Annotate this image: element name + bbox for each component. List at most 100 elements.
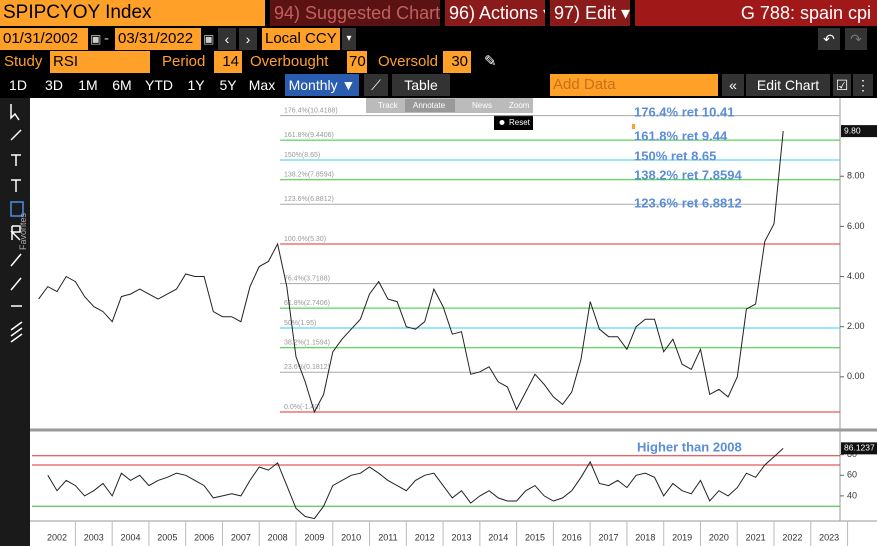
range-button[interactable]: 1M <box>74 74 102 96</box>
more-icon[interactable]: ⋮ <box>853 74 873 96</box>
chart-tools: Track Annotate News Zoom Reset <box>366 98 533 130</box>
y-tick-label: 6.00 <box>847 221 865 231</box>
calendar-icon[interactable]: ▣ <box>90 32 102 46</box>
x-tick-label: 2016 <box>562 532 582 542</box>
range-button[interactable]: 1Y <box>183 74 209 96</box>
series-line <box>47 448 784 520</box>
fib-label: 161.8%(9.4406) <box>284 132 334 139</box>
channel-tool[interactable] <box>10 321 23 343</box>
fib-label: 100.0%(5.30) <box>284 236 326 243</box>
line-tool[interactable] <box>10 129 22 141</box>
last-value-label: 86.1237 <box>844 443 875 453</box>
x-tick-label: 2010 <box>341 532 361 542</box>
dropdown[interactable]: ▾ <box>342 28 356 50</box>
range-button[interactable]: YTD <box>142 74 176 96</box>
annotation: 123.6% ret 6.8812 <box>634 195 742 210</box>
annotate-button[interactable]: Annotate <box>413 101 446 110</box>
fib-label: 38.2%(1.1594) <box>284 340 330 347</box>
range-button[interactable]: 3D <box>40 74 68 96</box>
date-separator: - <box>104 30 109 47</box>
fib-label: 23.6%(0.1812) <box>284 364 330 371</box>
fib-label: 150%(8.65) <box>284 152 320 159</box>
y-tick-label: 40 <box>847 490 857 500</box>
tool-icons <box>10 104 24 343</box>
annotation: Higher than 2008 <box>637 439 742 454</box>
trend-tool[interactable] <box>10 253 22 267</box>
fib-label: 61.8%(2.7406) <box>284 300 330 307</box>
start-date[interactable]: 01/31/2002 <box>0 28 88 50</box>
ticker[interactable]: SPIPCYOY Index <box>0 0 265 26</box>
fib-tool[interactable] <box>11 154 21 166</box>
y-tick-label: 0.00 <box>847 371 865 381</box>
oversold[interactable]: 30 <box>443 51 471 73</box>
study[interactable]: RSI <box>50 51 150 73</box>
edit-menu[interactable]: 97) Edit ▾ <box>550 0 630 26</box>
retracement-tool[interactable] <box>10 225 21 241</box>
x-tick-label: 2006 <box>194 532 214 542</box>
x-tick-label: 2020 <box>709 532 729 542</box>
x-tick-label: 2019 <box>672 532 692 542</box>
add-data[interactable]: Add Data <box>550 74 718 96</box>
fib-label: 76.4%(3.7188) <box>284 275 330 282</box>
pen-icon[interactable]: ✎ <box>484 53 497 70</box>
period-label: Period <box>162 53 206 70</box>
period[interactable]: 14 <box>214 51 242 73</box>
x-tick-label: 2018 <box>635 532 655 542</box>
track-button[interactable]: Track <box>378 101 399 110</box>
x-tick-label: 2011 <box>378 532 397 542</box>
redo-button[interactable]: ↷ <box>845 28 867 50</box>
undo-button[interactable]: ↶ <box>818 28 840 50</box>
x-tick-label: 2017 <box>599 532 619 542</box>
y-tick-label: 8.00 <box>847 171 865 181</box>
x-tick-label: 2022 <box>782 532 802 542</box>
fib-label: 123.6%(6.8812) <box>284 196 334 203</box>
x-tick-label: 2008 <box>268 532 288 542</box>
pointer-tool[interactable] <box>10 104 20 121</box>
left-toolbar <box>0 98 30 546</box>
study-label: Study <box>4 53 43 70</box>
annotation: 138.2% ret 7.8594 <box>634 167 742 182</box>
oversold-label: Oversold <box>378 53 439 70</box>
x-tick-label: 2014 <box>488 532 508 542</box>
calendar-icon[interactable]: ▣ <box>203 32 215 46</box>
reset-button[interactable]: Reset <box>509 118 531 127</box>
zoom-button[interactable]: Zoom <box>509 101 530 110</box>
ray-tool[interactable] <box>10 277 22 291</box>
x-tick-label: 2002 <box>47 532 67 542</box>
next-button[interactable]: › <box>239 28 257 50</box>
settings-icon[interactable]: ☑ <box>833 74 851 96</box>
plot-background <box>30 98 877 546</box>
range-button[interactable]: 1D <box>6 74 30 96</box>
annotation: 176.4% ret 10.41 <box>634 104 734 119</box>
prev-button[interactable]: ‹ <box>218 28 236 50</box>
annotation: 161.8% ret 9.44 <box>634 128 728 143</box>
frequency[interactable]: Monthly ▼ <box>285 74 359 96</box>
currency[interactable]: Local CCY <box>262 28 340 50</box>
edit-chart[interactable]: Edit Chart <box>746 74 830 96</box>
fib-money-tool[interactable] <box>11 179 21 192</box>
x-tick-label: 2013 <box>451 532 471 542</box>
table-button[interactable]: Table <box>392 74 450 96</box>
chart: Favorites Track Annotate News Zoom Reset… <box>0 98 877 546</box>
overbought-label: Overbought <box>250 53 329 70</box>
suggested-charts[interactable]: 94) Suggested Charts <box>270 0 440 26</box>
news-button[interactable]: News <box>472 101 492 110</box>
x-tick-label: 2015 <box>525 532 545 542</box>
range-button[interactable]: 6M <box>108 74 136 96</box>
reset-icon <box>499 120 505 125</box>
collapse-button[interactable]: « <box>722 74 744 96</box>
annotate-bg <box>405 99 455 112</box>
range-button[interactable]: 5Y <box>215 74 241 96</box>
x-tick-label: 2023 <box>819 532 839 542</box>
chart-type-icon[interactable]: ⟋ <box>364 74 388 96</box>
fib-label: 138.2%(7.8594) <box>284 172 334 179</box>
actions-menu[interactable]: 96) Actions ▾ <box>445 0 545 26</box>
text-tool[interactable] <box>10 201 24 217</box>
range-button[interactable]: Max <box>247 74 277 96</box>
end-date[interactable]: 03/31/2022 <box>115 28 201 50</box>
last-value-label: 9.80 <box>844 125 861 135</box>
last-value-tag <box>841 125 877 138</box>
y-tick-label: 2.00 <box>847 321 865 331</box>
overbought[interactable]: 70 <box>347 51 367 73</box>
